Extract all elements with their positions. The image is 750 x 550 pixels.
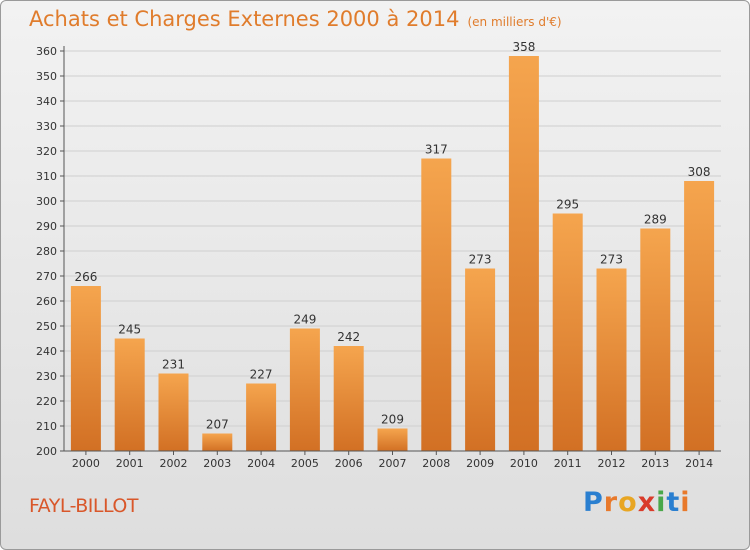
bar <box>158 373 189 451</box>
chart-title: Achats et Charges Externes 2000 à 2014 (e… <box>29 7 562 31</box>
x-tick-label: 2006 <box>335 457 363 470</box>
y-tick-label: 330 <box>36 120 57 133</box>
y-tick-label: 320 <box>36 145 57 158</box>
bar-value-label: 231 <box>162 358 185 372</box>
bar <box>465 268 496 451</box>
bar <box>421 158 452 451</box>
bar <box>640 228 671 451</box>
y-tick-label: 350 <box>36 70 57 83</box>
bar <box>246 383 277 451</box>
bar-value-label: 308 <box>688 165 711 179</box>
bar-value-label: 207 <box>206 418 229 432</box>
y-tick-label: 340 <box>36 95 57 108</box>
logo-letter: o <box>618 487 638 518</box>
grid-lines <box>64 50 721 427</box>
x-tick-label: 2012 <box>598 457 626 470</box>
bar <box>202 433 233 451</box>
x-tick-label: 2002 <box>160 457 188 470</box>
bar <box>333 346 364 451</box>
logo-letter: i <box>680 487 691 518</box>
bar <box>377 428 408 451</box>
bar-value-label: 209 <box>381 413 404 427</box>
x-tick-label: 2013 <box>641 457 669 470</box>
x-tick-label: 2014 <box>685 457 713 470</box>
bar <box>508 56 539 451</box>
y-tick-label: 200 <box>36 445 57 458</box>
bar <box>70 286 101 451</box>
x-tick-label: 2011 <box>554 457 582 470</box>
bar <box>552 213 583 451</box>
logo-letter: r <box>603 487 619 518</box>
y-tick-label: 220 <box>36 395 57 408</box>
bar-value-label: 242 <box>337 330 360 344</box>
bar <box>289 328 320 451</box>
logo-letter: x <box>637 487 657 518</box>
y-tick-label: 310 <box>36 170 57 183</box>
x-axis-ticks: 2000 2001 2002 2003 2004 2005 2006 2007 2008 2009… <box>72 451 713 470</box>
y-tick-label: 290 <box>36 220 57 233</box>
y-tick-label: 300 <box>36 195 57 208</box>
y-axis-ticks: 200 210 220 230 240 250 260 270 280 290 300 310 320 3… <box>36 45 64 458</box>
y-tick-label: 240 <box>36 345 57 358</box>
bar-value-label: 227 <box>250 368 273 382</box>
y-tick-label: 360 <box>36 45 57 58</box>
bar-value-label: 358 <box>512 40 535 54</box>
x-tick-label: 2000 <box>72 457 100 470</box>
x-tick-label: 2007 <box>379 457 407 470</box>
y-tick-label: 280 <box>36 245 57 258</box>
x-tick-label: 2004 <box>247 457 275 470</box>
bar <box>114 338 145 451</box>
bar-value-label: 317 <box>425 143 448 157</box>
x-tick-label: 2003 <box>203 457 231 470</box>
axes <box>63 46 721 452</box>
bar-value-label: 295 <box>556 198 579 212</box>
x-tick-label: 2005 <box>291 457 319 470</box>
logo-letter: P <box>583 487 604 518</box>
place-name: FAYL-BILLOT <box>29 495 138 517</box>
y-tick-label: 230 <box>36 370 57 383</box>
bar-value-label: 273 <box>469 253 492 267</box>
y-tick-label: 270 <box>36 270 57 283</box>
data-labels: 266 245 231 207 227 249 242 209 317 273 358 295 273 2… <box>74 40 710 432</box>
bar <box>684 181 715 451</box>
bar-value-label: 266 <box>74 270 97 284</box>
chart-title-text: Achats et Charges Externes 2000 à 2014 <box>29 7 460 31</box>
x-tick-label: 2010 <box>510 457 538 470</box>
bar-value-label: 289 <box>644 213 667 227</box>
bar-value-label: 245 <box>118 323 141 337</box>
bars <box>70 56 715 451</box>
chart-subtitle: (en milliers d'€) <box>467 15 562 29</box>
y-tick-label: 250 <box>36 320 57 333</box>
logo-letter: t <box>666 487 681 518</box>
y-tick-label: 210 <box>36 420 57 433</box>
bar-value-label: 273 <box>600 253 623 267</box>
proxiti-logo: Proxiti <box>583 487 691 518</box>
x-tick-label: 2008 <box>422 457 450 470</box>
logo-letter: i <box>656 487 667 518</box>
y-tick-label: 260 <box>36 295 57 308</box>
bar-value-label: 249 <box>293 313 316 327</box>
x-tick-label: 2001 <box>116 457 144 470</box>
x-tick-label: 2009 <box>466 457 494 470</box>
bar <box>596 268 627 451</box>
